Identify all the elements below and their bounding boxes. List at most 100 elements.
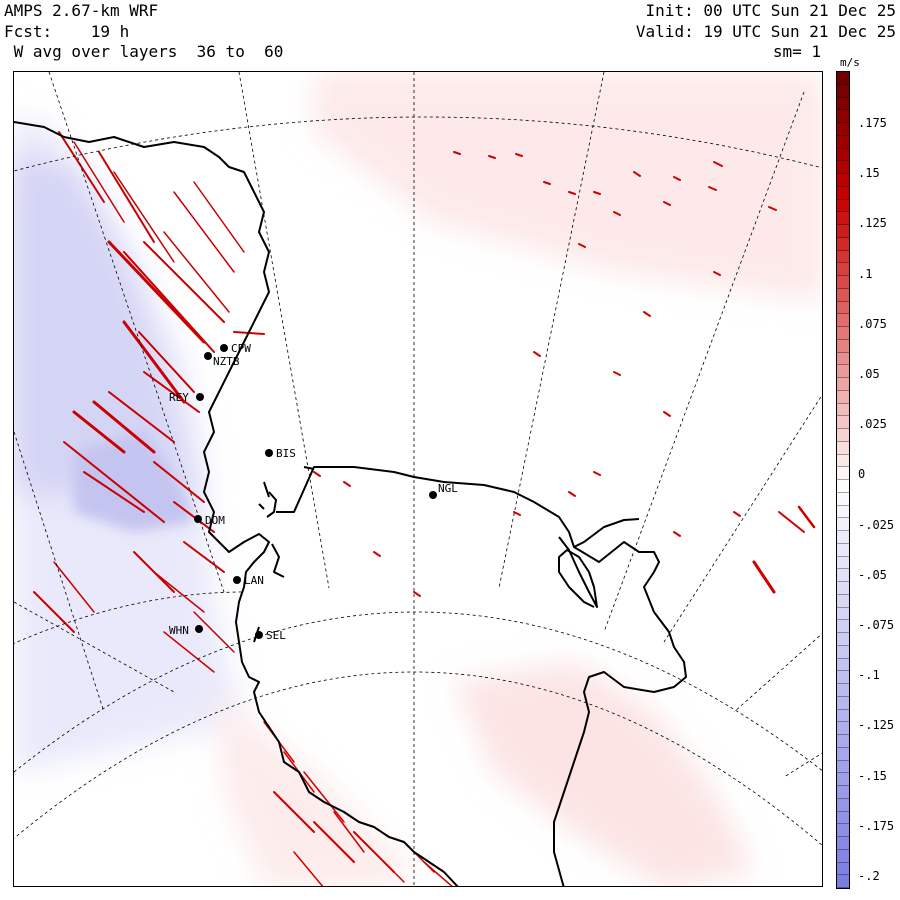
colorbar-segment [837,263,849,276]
colorbar-segment [837,84,849,98]
colorbar-segment [837,161,849,174]
ocean-shading [14,112,244,772]
colorbar-segment [837,505,849,519]
colorbar-segment [837,186,849,200]
colorbar-segment [837,416,849,429]
colorbar-tick-label: -.075 [858,618,895,632]
positive-w-scattered [233,151,816,597]
colorbar-tick-label: .125 [858,216,887,231]
colorbar-segment [837,429,849,442]
colorbar-tick-label: -.1 [858,668,880,683]
station-dom[interactable]: DOM [194,514,225,527]
colorbar-segment [837,773,849,786]
forecast-hour: Fcst: 19 h [4,22,130,41]
colorbar-segment [837,199,849,213]
station-label: CPW [231,342,251,355]
colorbar-tick-label: .075 [858,316,887,331]
colorbar-segment [837,696,849,710]
colorbar-segment [837,212,849,225]
station-label: NZTB [213,355,240,368]
station-label: NGL [438,482,458,495]
station-ngl[interactable]: NGL [429,482,458,499]
colorbar-segment [837,72,849,85]
colorbar-segment [837,110,849,123]
colorbar-segment [837,658,849,672]
map-panel: CPW NZTB REY BIS NGL DOM [13,71,823,887]
smoothing-label: sm= 1 [772,42,821,61]
colorbar-tick-label: -.15 [858,768,887,783]
colorbar-segment [837,480,849,493]
positive-w-streaks-west [33,131,245,673]
station-label: SEL [266,629,286,642]
model-title: AMPS 2.67-km WRF [4,1,159,20]
colorbar-tick-label: .05 [858,367,880,381]
station-nztb[interactable]: NZTB [204,352,240,368]
colorbar-segment [837,97,849,111]
valid-time: Valid: 19 UTC Sun 21 Dec 25 [635,22,896,41]
colorbar-tick-label: .1 [858,266,873,281]
stations: CPW NZTB REY BIS NGL DOM [169,342,458,642]
colorbar-segment [837,454,849,468]
colorbar-segment [837,671,849,684]
colorbar-segment [837,849,849,863]
colorbar [836,71,850,889]
station-lan[interactable]: LAN [233,574,264,587]
map-svg: CPW NZTB REY BIS NGL DOM [14,72,822,886]
colorbar-segment [837,594,849,608]
colorbar-segment [837,237,849,251]
colorbar-tick-label: 0 [858,467,866,482]
colorbar-tick-label: -.175 [858,818,895,833]
colorbar-segment [837,531,849,544]
colorbar-segment [837,824,849,837]
colorbar-segment [837,875,849,888]
colorbar-segment [837,747,849,761]
colorbar-segment [837,174,849,187]
graticule [14,72,822,886]
colorbar-segment [837,390,849,404]
colorbar-segment [837,633,849,646]
colorbar-segment [837,684,849,697]
colorbar-segment [837,582,849,595]
colorbar-segment [837,569,849,582]
positive-field-background [214,72,822,886]
colorbar-segment [837,288,849,302]
colorbar-segment [837,365,849,378]
colorbar-segment [837,378,849,391]
init-time: Init: 00 UTC Sun 21 Dec 25 [645,1,896,20]
station-sel[interactable]: SEL [255,629,286,642]
colorbar-segment [837,811,849,825]
station-bis[interactable]: BIS [265,447,296,460]
colorbar-segment [837,798,849,812]
colorbar-segment [837,543,849,557]
coastline [14,121,687,886]
station-label: DOM [205,514,225,527]
colorbar-segment [837,837,849,850]
colorbar-segment [837,862,849,876]
colorbar-segment [837,786,849,799]
colorbar-tick-label: .175 [858,116,887,130]
colorbar-segment [837,276,849,289]
colorbar-segment [837,735,849,748]
station-whn[interactable]: WHN [169,624,203,637]
colorbar-segment [837,556,849,570]
colorbar-segment [837,722,849,735]
colorbar-segment [837,327,849,340]
station-label: REY [169,391,189,404]
station-rey[interactable]: REY [169,391,204,404]
colorbar-segment [837,403,849,417]
colorbar-segment [837,518,849,531]
colorbar-tick-label: -.125 [858,718,895,733]
colorbar-segment [837,620,849,633]
colorbar-tick-label: .15 [858,166,880,181]
colorbar-segment [837,250,849,264]
colorbar-segment [837,760,849,774]
colorbar-segment [837,123,849,136]
colorbar-segment [837,607,849,621]
colorbar-segment [837,135,849,149]
colorbar-segment [837,441,849,455]
colorbar-segment [837,225,849,238]
station-label: WHN [169,624,189,637]
station-cpw[interactable]: CPW [220,342,251,355]
colorbar-segment [837,467,849,480]
colorbar-segment [837,148,849,162]
